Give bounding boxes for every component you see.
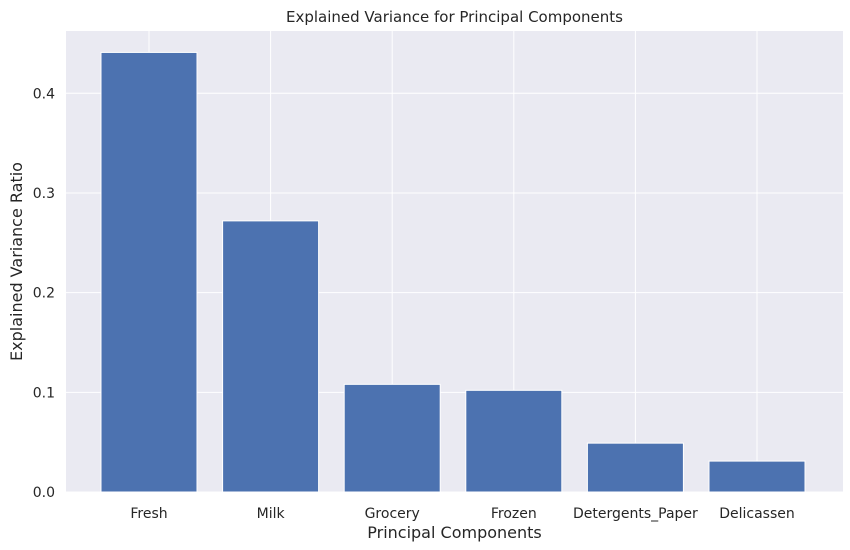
- bars: [100, 51, 806, 493]
- y-tick-label: 0.4: [33, 86, 55, 102]
- y-tick-label: 0.0: [33, 485, 55, 501]
- x-tick-labels: Fresh Milk Grocery Frozen Detergents_Paper De…: [130, 506, 794, 522]
- bar-fresh: [100, 51, 198, 493]
- bar-delicassen: [708, 460, 806, 493]
- x-axis-title: Principal Components: [367, 523, 542, 542]
- y-tick-label: 0.2: [33, 286, 55, 302]
- bar-grocery: [343, 383, 441, 493]
- x-tick-label: Frozen: [491, 506, 537, 522]
- x-tick-label: Delicassen: [719, 506, 795, 522]
- x-tick-label: Fresh: [130, 506, 167, 522]
- chart-title: Explained Variance for Principal Compone…: [286, 8, 623, 26]
- x-tick-label: Detergents_Paper: [573, 506, 698, 522]
- y-tick-label: 0.3: [33, 186, 55, 202]
- x-tick-label: Grocery: [365, 506, 420, 522]
- y-axis-title: Explained Variance Ratio: [7, 162, 26, 361]
- bar-detergents-paper: [586, 442, 684, 493]
- y-tick-labels: 0.0 0.1 0.2 0.3 0.4: [33, 86, 55, 501]
- x-tick-label: Milk: [257, 506, 286, 522]
- bar-milk: [222, 220, 320, 493]
- bar-frozen: [465, 389, 563, 493]
- y-tick-label: 0.1: [33, 385, 55, 401]
